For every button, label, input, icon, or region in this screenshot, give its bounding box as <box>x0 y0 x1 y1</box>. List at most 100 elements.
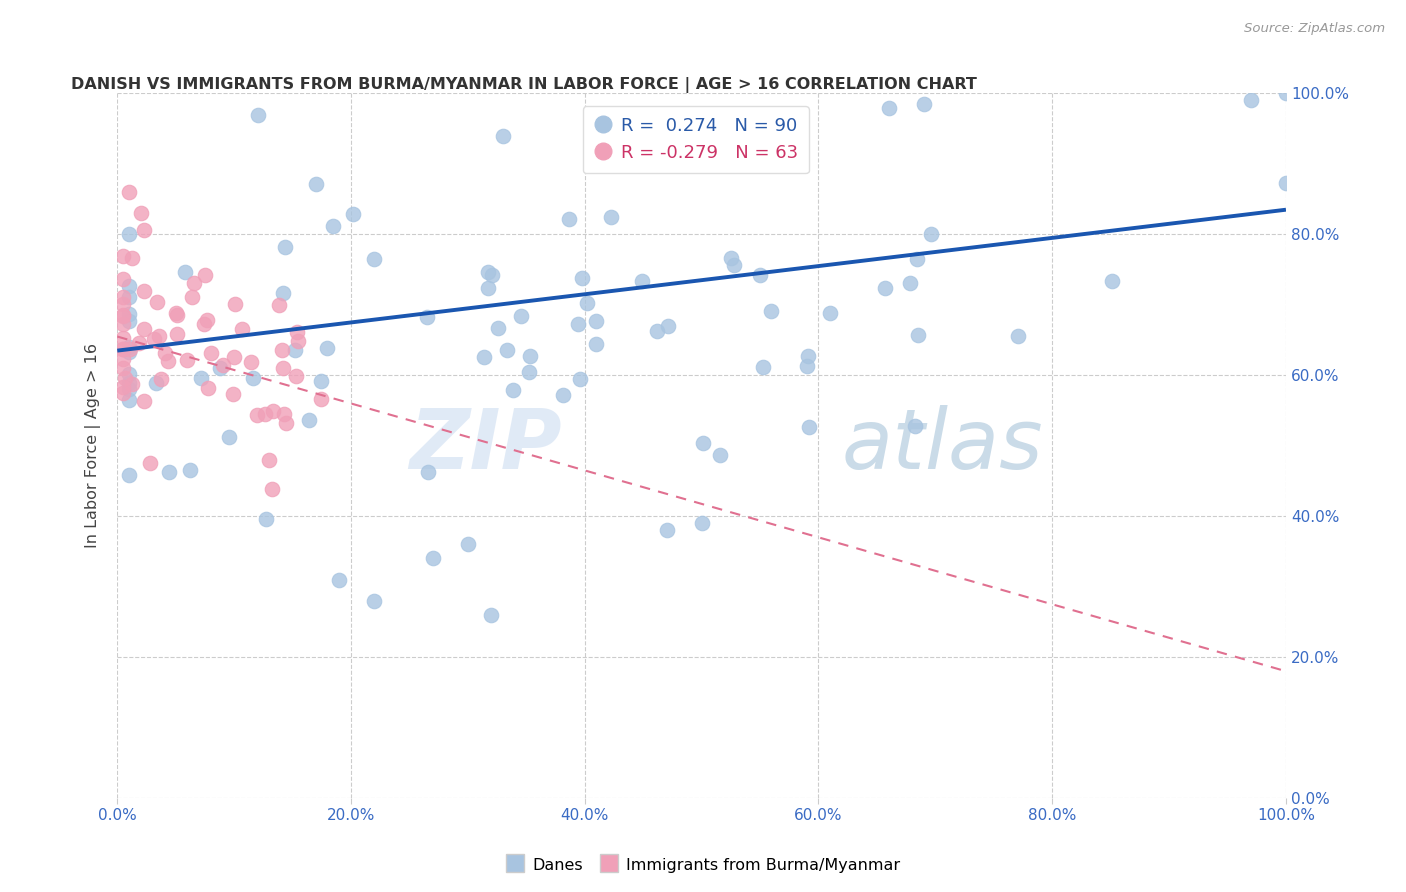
Point <box>477 281 499 295</box>
Point <box>305 177 328 191</box>
Point <box>118 468 141 483</box>
Point <box>270 343 292 358</box>
Point <box>112 271 135 285</box>
Point <box>502 383 524 397</box>
Point <box>246 107 269 121</box>
Point <box>692 436 714 450</box>
Point <box>481 268 503 283</box>
Point <box>509 309 531 323</box>
Point <box>271 285 294 300</box>
Point <box>145 376 167 391</box>
Point <box>260 482 283 496</box>
Point <box>690 516 713 531</box>
Point <box>195 313 218 327</box>
Point <box>114 370 136 384</box>
Point <box>200 345 222 359</box>
Point <box>155 345 177 359</box>
Point <box>269 298 291 312</box>
Point <box>174 265 197 279</box>
Point <box>165 306 187 320</box>
Point <box>797 420 820 434</box>
Point <box>631 141 654 155</box>
Point <box>287 334 309 349</box>
Point <box>558 211 581 226</box>
Point <box>121 376 143 391</box>
Point <box>599 210 621 224</box>
Point <box>486 321 509 335</box>
Point <box>112 308 135 322</box>
Point <box>118 185 141 199</box>
Point <box>242 371 264 385</box>
Point <box>575 296 598 310</box>
Point <box>166 308 188 322</box>
Point <box>118 345 141 359</box>
Point <box>118 376 141 390</box>
Point <box>118 279 141 293</box>
Point <box>257 453 280 467</box>
Point <box>709 448 731 462</box>
Point <box>298 413 321 427</box>
Point <box>181 290 204 304</box>
Point <box>112 331 135 345</box>
Point <box>157 466 180 480</box>
Point <box>240 355 263 369</box>
Text: atlas: atlas <box>842 405 1043 486</box>
Y-axis label: In Labor Force | Age > 16: In Labor Force | Age > 16 <box>86 343 101 549</box>
Point <box>496 343 519 357</box>
Point <box>156 354 179 368</box>
Point <box>820 305 842 319</box>
Point <box>166 327 188 342</box>
Point <box>222 387 245 401</box>
Point <box>190 371 212 385</box>
Point <box>254 512 277 526</box>
Point <box>224 297 246 311</box>
Point <box>553 387 575 401</box>
Point <box>873 281 896 295</box>
Point <box>905 252 928 266</box>
Point <box>218 430 240 444</box>
Point <box>118 340 141 354</box>
Point <box>146 294 169 309</box>
Point <box>284 343 307 357</box>
Point <box>112 386 135 401</box>
Point <box>142 332 165 346</box>
Point <box>112 297 135 311</box>
Point <box>112 249 135 263</box>
Point <box>1275 87 1298 101</box>
Point <box>655 524 678 538</box>
Point <box>457 537 479 551</box>
Legend: R =  0.274   N = 90, R = -0.279   N = 63: R = 0.274 N = 90, R = -0.279 N = 63 <box>583 106 808 173</box>
Point <box>112 360 135 375</box>
Point <box>118 227 141 242</box>
Point <box>273 361 295 376</box>
Point <box>208 360 231 375</box>
Point <box>285 369 308 384</box>
Point <box>112 290 135 304</box>
Point <box>309 374 332 388</box>
Point <box>492 128 515 143</box>
Point <box>328 573 350 587</box>
Point <box>120 343 142 357</box>
Point <box>197 381 219 395</box>
Point <box>1275 176 1298 190</box>
Point <box>797 349 820 363</box>
Point <box>231 322 253 336</box>
Point <box>148 329 170 343</box>
Point <box>112 342 135 356</box>
Point <box>254 407 277 421</box>
Point <box>752 360 775 375</box>
Point <box>571 270 593 285</box>
Point <box>128 335 150 350</box>
Point <box>183 277 205 291</box>
Point <box>262 404 284 418</box>
Point <box>112 380 135 394</box>
Point <box>274 240 297 254</box>
Point <box>193 317 215 331</box>
Point <box>118 314 141 328</box>
Point <box>194 268 217 282</box>
Point <box>796 359 818 373</box>
Point <box>415 310 437 325</box>
Point <box>132 321 155 335</box>
Point <box>112 342 135 356</box>
Point <box>1101 274 1123 288</box>
